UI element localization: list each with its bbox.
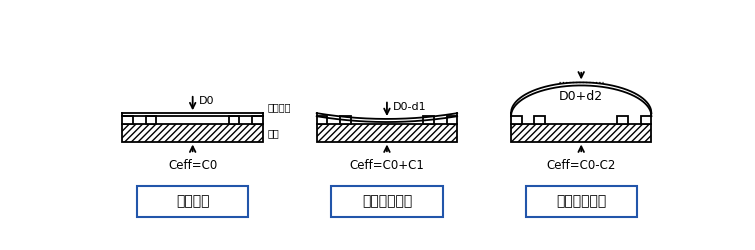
- Bar: [618, 116, 628, 124]
- Text: D0-d1: D0-d1: [393, 102, 427, 112]
- Text: 正常状态: 正常状态: [176, 194, 209, 208]
- Bar: [447, 116, 458, 124]
- Bar: [535, 116, 545, 124]
- FancyBboxPatch shape: [137, 186, 248, 217]
- Text: 吸烟响应动作: 吸烟响应动作: [362, 194, 412, 208]
- Bar: [122, 124, 263, 142]
- Text: D0: D0: [199, 96, 214, 106]
- Bar: [317, 116, 327, 124]
- Bar: [317, 124, 457, 142]
- Bar: [146, 116, 156, 124]
- Bar: [641, 116, 652, 124]
- Text: 基板: 基板: [267, 128, 279, 138]
- Text: Ceff=C0-C2: Ceff=C0-C2: [547, 159, 616, 172]
- Bar: [424, 116, 433, 124]
- Bar: [229, 116, 239, 124]
- Bar: [122, 116, 133, 124]
- FancyBboxPatch shape: [331, 186, 442, 217]
- Bar: [511, 116, 522, 124]
- Text: Ceff=C0: Ceff=C0: [168, 159, 217, 172]
- Text: 导电薄膜: 导电薄膜: [267, 102, 291, 113]
- Bar: [252, 116, 263, 124]
- Text: D0+d2: D0+d2: [559, 90, 603, 103]
- Bar: [340, 116, 350, 124]
- Text: Ceff=C0+C1: Ceff=C0+C1: [350, 159, 424, 172]
- FancyBboxPatch shape: [525, 186, 636, 217]
- Bar: [511, 124, 652, 142]
- Text: 吹气响应动作: 吹气响应动作: [556, 194, 606, 208]
